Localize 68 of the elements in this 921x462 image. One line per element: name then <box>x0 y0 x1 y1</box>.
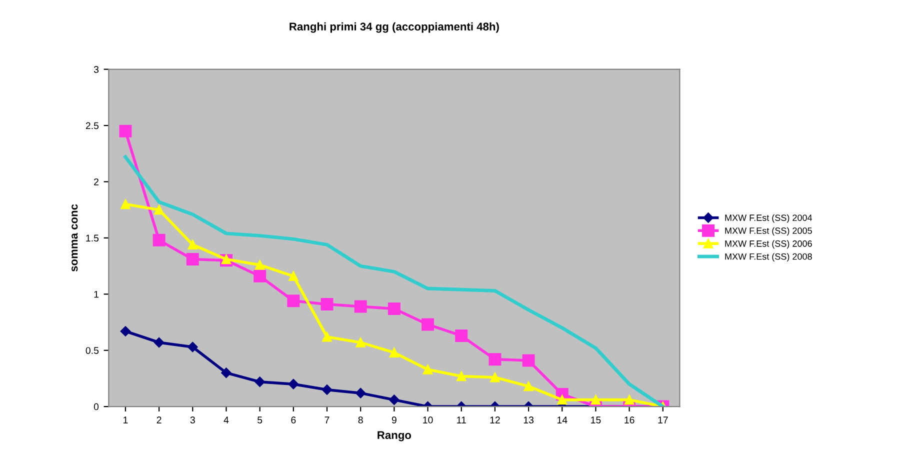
point <box>388 302 400 316</box>
point <box>152 234 166 246</box>
x-tick-label: 17 <box>658 416 668 424</box>
x-tick-label: 7 <box>324 416 330 424</box>
x-tick-label: 16 <box>624 416 634 424</box>
point <box>154 337 164 348</box>
y-tick-label: 2 <box>94 178 98 186</box>
point <box>120 326 131 336</box>
x-tick-label: 13 <box>524 416 534 424</box>
point <box>389 394 400 405</box>
point <box>288 378 299 390</box>
point <box>322 384 332 395</box>
x-tick-label: 12 <box>490 416 500 424</box>
point <box>356 338 366 348</box>
y-tick-label: 0.5 <box>86 347 99 354</box>
x-tick-label: 1 <box>124 416 128 424</box>
point <box>221 368 232 378</box>
point <box>188 240 198 250</box>
point <box>524 381 534 392</box>
point <box>188 342 198 352</box>
point <box>287 294 300 308</box>
x-tick-label: 5 <box>258 416 262 424</box>
legend-label: MXW F.Est (SS) 2008 <box>725 253 812 262</box>
x-tick-label: 11 <box>457 416 466 424</box>
y-tick-label: 3 <box>94 66 99 73</box>
point <box>422 364 433 374</box>
point <box>322 332 332 342</box>
point <box>557 394 567 405</box>
x-tick-label: 4 <box>224 416 229 424</box>
point <box>221 254 232 264</box>
x-tick-label: 3 <box>190 416 195 424</box>
point <box>186 253 199 266</box>
point <box>154 204 164 215</box>
chart-title: Ranghi primi 34 gg (accoppiamenti 48h) <box>290 22 499 33</box>
point <box>254 270 266 282</box>
y-axis-title: somma conc <box>72 204 78 272</box>
point <box>455 329 468 342</box>
point <box>490 372 500 382</box>
x-tick-label: 6 <box>291 416 296 424</box>
y-tick-label: 1.5 <box>86 234 99 242</box>
legend-label: MXW F.Est (SS) 2004 <box>725 214 812 223</box>
point <box>624 394 634 405</box>
point <box>590 394 601 405</box>
x-tick-label: 9 <box>392 416 396 424</box>
point <box>354 300 367 313</box>
x-tick-label: 15 <box>591 416 601 424</box>
point <box>320 298 334 311</box>
point <box>456 371 466 382</box>
point <box>119 124 132 138</box>
point <box>254 260 265 270</box>
x-tick-label: 2 <box>156 416 162 424</box>
point <box>422 318 434 331</box>
x-tick-label: 8 <box>358 416 363 424</box>
legend-label: MXW F.Est (SS) 2006 <box>725 240 812 249</box>
y-tick-label: 0 <box>94 403 99 410</box>
x-axis-title: Rango <box>378 431 412 442</box>
point <box>389 348 400 358</box>
point <box>488 353 502 366</box>
y-tick-label: 2.5 <box>86 122 99 130</box>
x-tick-label: 10 <box>423 416 433 424</box>
point <box>522 354 535 367</box>
y-tick-label: 1 <box>94 290 98 298</box>
point <box>355 388 366 398</box>
point <box>120 199 130 210</box>
point <box>288 271 298 282</box>
legend-label: MXW F.Est (SS) 2005 <box>725 227 812 236</box>
point <box>254 376 265 387</box>
x-tick-label: 14 <box>557 416 568 424</box>
